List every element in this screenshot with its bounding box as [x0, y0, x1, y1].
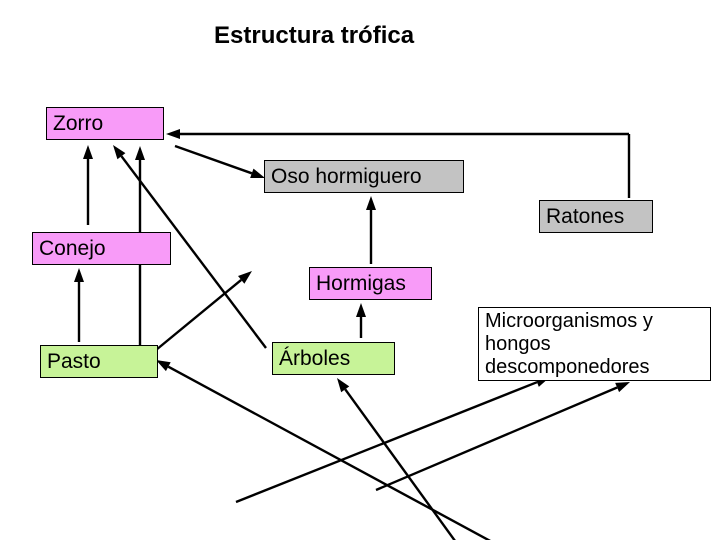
node-micro: Microorganismos y hongos descomponedores	[478, 307, 711, 381]
diagram-title: Estructura trófica	[214, 22, 414, 50]
diagram-stage: Estructura trófica Zorro Oso hormiguero …	[0, 0, 720, 540]
node-zorro: Zorro	[46, 107, 164, 140]
node-ratones: Ratones	[539, 200, 653, 233]
node-oso: Oso hormiguero	[264, 160, 464, 193]
node-hormigas: Hormigas	[309, 267, 432, 300]
node-conejo: Conejo	[32, 232, 171, 265]
node-pasto: Pasto	[40, 345, 158, 378]
node-arboles: Árboles	[272, 342, 395, 375]
